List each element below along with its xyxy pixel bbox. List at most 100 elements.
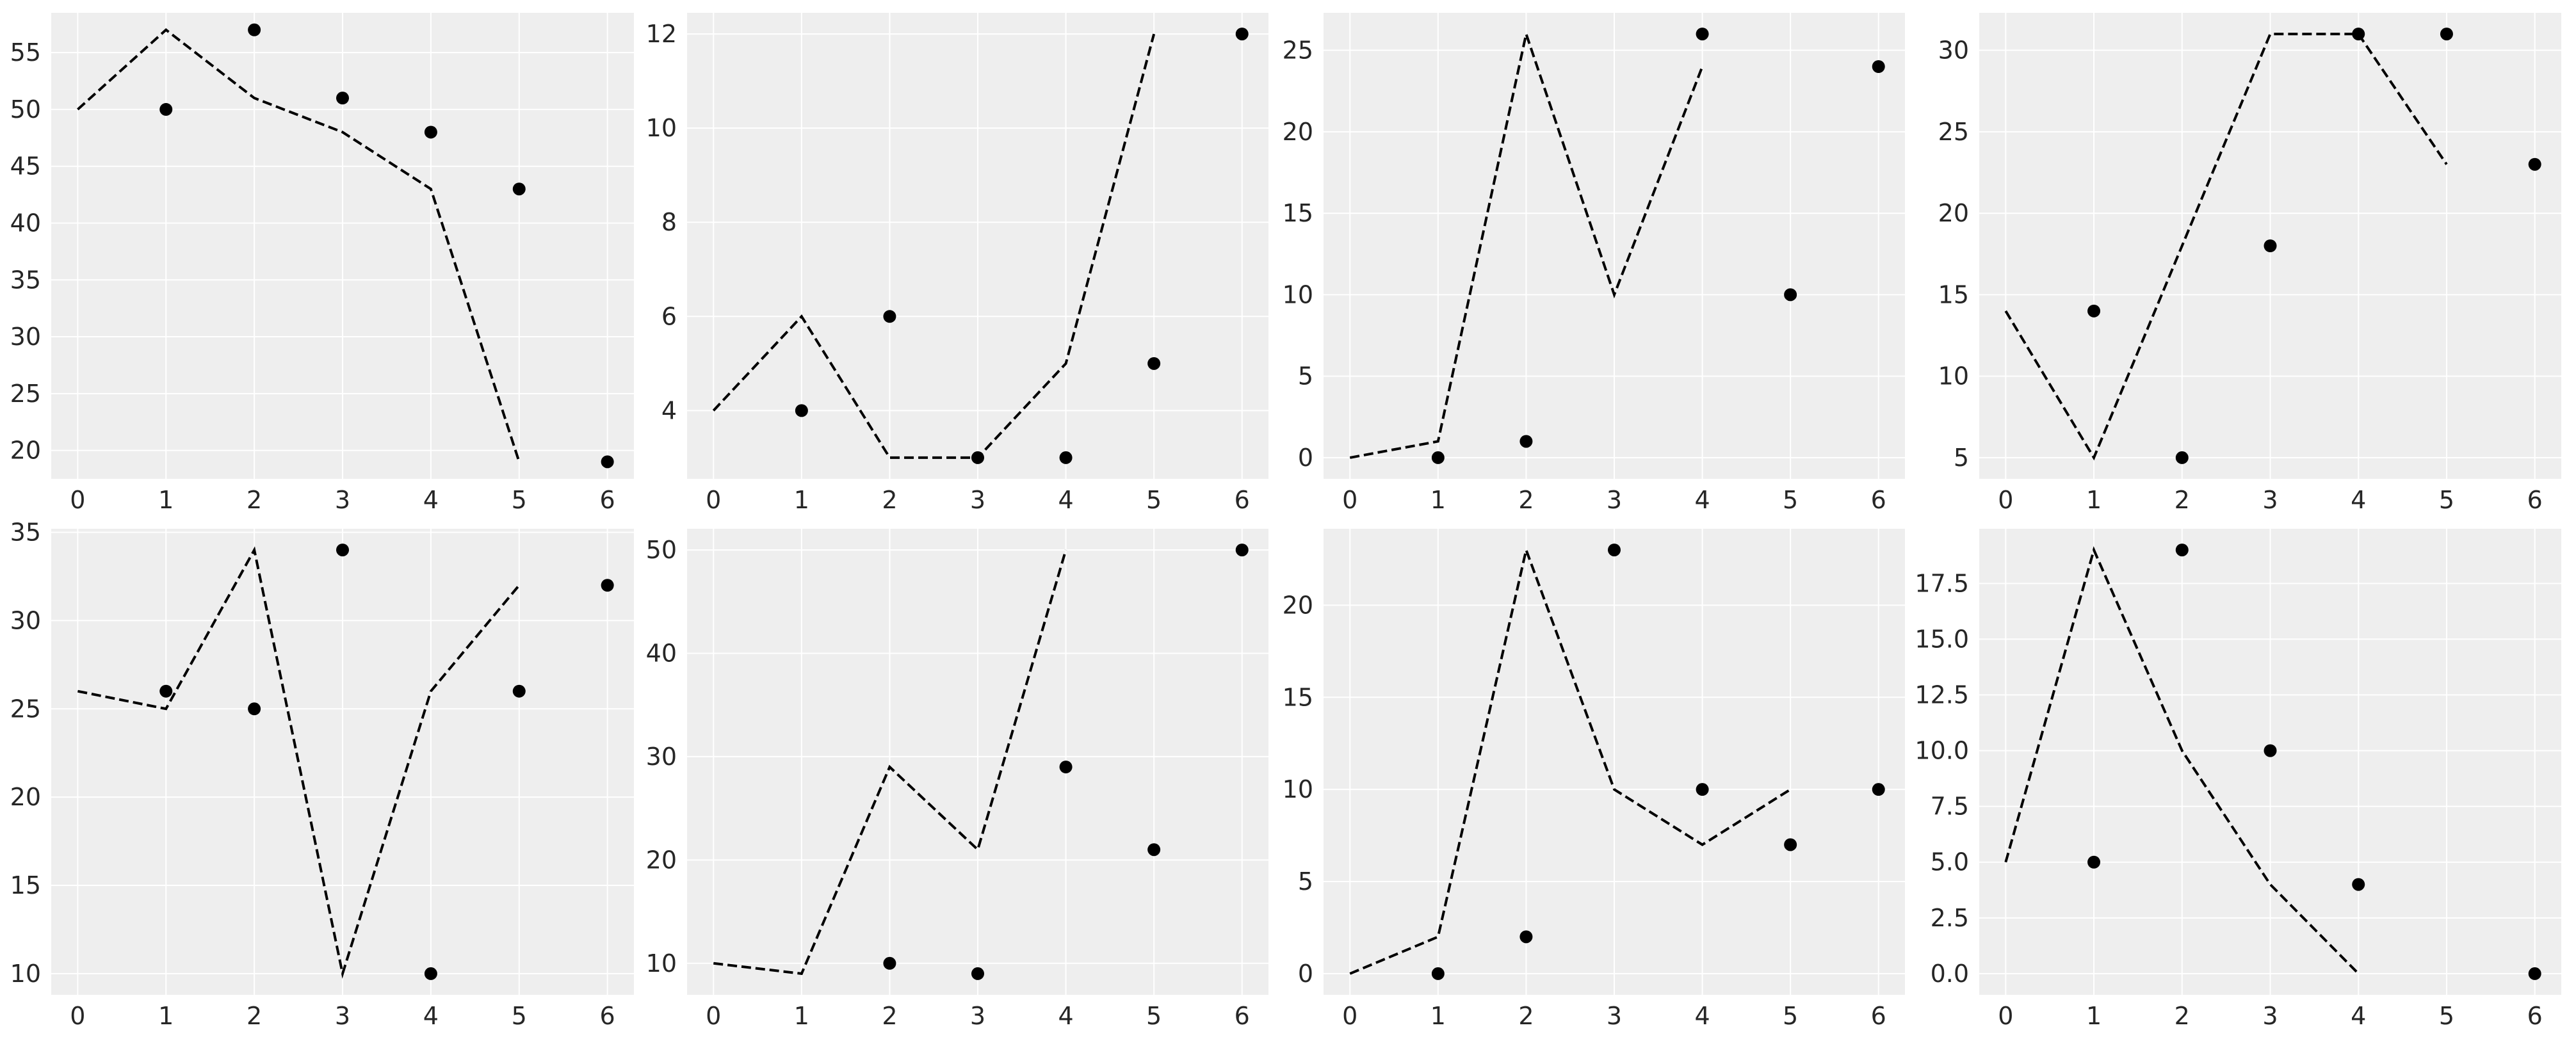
subplot-6: 0 1 2 3 4 5 6 10 20 30 40 50 xyxy=(646,529,1268,1030)
y-tick-label: 0 xyxy=(1298,960,1313,988)
data-point xyxy=(1235,544,1249,557)
x-tick-label: 5 xyxy=(512,486,527,514)
data-point xyxy=(1784,288,1797,302)
data-point xyxy=(1696,28,1709,41)
y-tick-label: 50 xyxy=(10,95,41,124)
subplot-5: 0 1 2 3 4 5 6 10 15 20 25 30 35 xyxy=(10,519,634,1030)
dashed-series-line xyxy=(1349,545,1792,975)
y-tick-label: 20 xyxy=(1283,118,1313,146)
x-tick-label: 1 xyxy=(158,486,174,514)
x-tick-label: 3 xyxy=(1607,1002,1622,1030)
x-tick-label: 4 xyxy=(423,1002,439,1030)
x-tick-label: 3 xyxy=(2262,1002,2278,1030)
y-tick-label: 20 xyxy=(646,846,677,874)
x-tick-label: 2 xyxy=(882,1002,897,1030)
y-tick-label: 15 xyxy=(1283,683,1313,711)
subplot-3: 0 1 2 3 4 5 6 0 5 10 15 20 25 xyxy=(1283,13,1905,514)
x-tick-label: 4 xyxy=(1694,1002,1710,1030)
x-tick-label: 5 xyxy=(2439,486,2454,514)
y-tick-label: 12 xyxy=(646,20,677,48)
x-tick-label: 5 xyxy=(1146,1002,1162,1030)
data-point xyxy=(1696,783,1709,796)
x-tick-label: 1 xyxy=(2086,1002,2102,1030)
y-tick-label: 4 xyxy=(661,396,677,424)
x-tick-label: 4 xyxy=(1058,486,1073,514)
x-tick-label: 3 xyxy=(335,1002,350,1030)
x-tick-label: 6 xyxy=(2527,486,2543,514)
y-tick-label: 40 xyxy=(10,209,41,237)
data-point xyxy=(336,544,349,557)
x-tick-label: 2 xyxy=(1518,486,1534,514)
y-tick-label: 25 xyxy=(1283,36,1313,65)
y-tick-label: 40 xyxy=(646,640,677,668)
y-tick-label: 15 xyxy=(10,871,41,899)
dashed-series-line xyxy=(2004,33,2448,461)
x-tick-label: 4 xyxy=(1694,486,1710,514)
y-tick-label: 5 xyxy=(1298,867,1313,896)
data-point xyxy=(2264,239,2277,252)
y-tick-label: 5.0 xyxy=(1931,848,1969,876)
dashed-series-line xyxy=(713,549,1067,976)
y-tick-label: 20 xyxy=(10,783,41,811)
x-tick-label: 0 xyxy=(706,1002,721,1030)
x-tick-label: 1 xyxy=(158,1002,174,1030)
y-tick-label: 10 xyxy=(1283,280,1313,309)
y-tick-label: 0.0 xyxy=(1931,960,1969,988)
y-tick-label: 5 xyxy=(1298,362,1313,391)
data-point xyxy=(159,102,173,116)
x-tick-label: 0 xyxy=(706,486,721,514)
data-point xyxy=(1872,60,1885,73)
x-tick-label: 2 xyxy=(247,486,262,514)
x-tick-label: 0 xyxy=(70,1002,85,1030)
data-point xyxy=(601,579,614,592)
y-tick-label: 10 xyxy=(646,114,677,142)
subplot-8: 0 1 2 3 4 5 6 0.0 2.5 5.0 7.5 10.0 12.5 15.0 17.5 xyxy=(1915,529,2561,1030)
dashed-series-line xyxy=(77,28,521,462)
data-point xyxy=(1872,783,1885,796)
x-tick-label: 5 xyxy=(1783,1002,1798,1030)
x-tick-label: 0 xyxy=(1998,486,2013,514)
x-tick-label: 2 xyxy=(882,486,897,514)
data-point xyxy=(2528,157,2541,171)
x-tick-label: 0 xyxy=(1998,1002,2013,1030)
data-point xyxy=(512,182,526,196)
x-tick-label: 2 xyxy=(2175,486,2190,514)
x-tick-label: 1 xyxy=(1430,1002,1446,1030)
x-tick-label: 5 xyxy=(512,1002,527,1030)
data-point xyxy=(424,125,437,139)
x-tick-label: 6 xyxy=(2527,1002,2543,1030)
dashed-series-line xyxy=(77,546,521,979)
y-tick-label: 7.5 xyxy=(1931,793,1969,821)
x-tick-label: 1 xyxy=(794,1002,809,1030)
y-tick-label: 12.5 xyxy=(1915,681,1969,709)
data-point xyxy=(795,404,808,417)
subplot-7: 0 1 2 3 4 5 6 0 5 10 15 20 xyxy=(1283,529,1905,1030)
data-point xyxy=(601,455,614,469)
y-tick-label: 25 xyxy=(10,380,41,408)
y-tick-label: 20 xyxy=(10,437,41,465)
data-point xyxy=(2264,744,2277,757)
x-tick-label: 5 xyxy=(2439,1002,2454,1030)
data-point xyxy=(512,684,526,698)
y-tick-label: 10 xyxy=(1283,775,1313,803)
y-tick-label: 15.0 xyxy=(1915,625,1969,653)
y-tick-label: 55 xyxy=(10,38,41,67)
data-point xyxy=(336,92,349,105)
x-tick-label: 2 xyxy=(2175,1002,2190,1030)
y-tick-label: 35 xyxy=(10,266,41,294)
y-tick-label: 15 xyxy=(1938,280,1969,309)
data-point xyxy=(883,310,896,323)
data-point xyxy=(1519,435,1533,448)
y-tick-label: 25 xyxy=(10,695,41,723)
x-tick-label: 6 xyxy=(1871,486,1886,514)
x-tick-label: 3 xyxy=(1607,486,1622,514)
dashed-series-line xyxy=(712,33,1156,459)
data-point xyxy=(1519,930,1533,944)
y-tick-label: 30 xyxy=(10,606,41,634)
y-tick-label: 20 xyxy=(1938,199,1969,227)
x-tick-label: 2 xyxy=(247,1002,262,1030)
y-tick-label: 45 xyxy=(10,152,41,181)
y-tick-label: 8 xyxy=(661,208,677,236)
